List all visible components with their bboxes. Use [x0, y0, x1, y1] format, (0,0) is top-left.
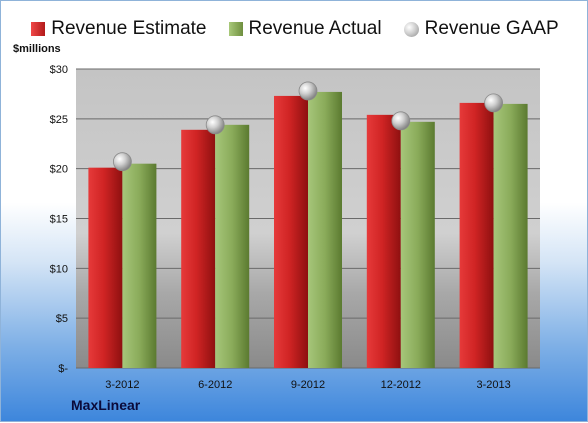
- bar-estimate: [366, 114, 401, 368]
- bar-actual: [400, 121, 435, 368]
- legend-label-actual: Revenue Actual: [248, 18, 382, 39]
- x-axis-ticks: 3-2012 6-2012 9-2012 12-2012 3-2013: [105, 379, 510, 391]
- legend-item-actual: Revenue Actual: [228, 18, 382, 40]
- y-tick-label: $-: [58, 363, 68, 375]
- y-tick-label: $30: [50, 64, 68, 76]
- bars: [88, 91, 528, 369]
- legend-label-gaap: Revenue GAAP: [424, 18, 559, 39]
- legend: Revenue Estimate Revenue Actual Revenue …: [1, 15, 588, 43]
- marker-gaap: [298, 81, 318, 101]
- y-axis-unit-label: $millions: [13, 43, 61, 55]
- y-tick-label: $5: [56, 313, 68, 325]
- y-tick-label: $20: [50, 164, 68, 176]
- legend-item-estimate: Revenue Estimate: [31, 18, 207, 40]
- marker-gaap: [484, 93, 504, 113]
- marker-gaap: [391, 111, 411, 131]
- x-tick-label: 9-2012: [291, 379, 325, 391]
- bar-actual: [493, 103, 528, 368]
- legend-swatch-gaap: [403, 21, 419, 37]
- legend-swatch-estimate: [31, 22, 46, 36]
- bar-actual: [215, 124, 250, 369]
- bar-estimate: [274, 95, 308, 368]
- bar-estimate: [181, 129, 216, 368]
- y-axis-ticks: $- $5 $10 $15 $20 $25 $30: [50, 64, 69, 375]
- gaap-markers: [113, 81, 504, 172]
- company-name: MaxLinear: [71, 397, 141, 413]
- bar-estimate: [88, 167, 123, 368]
- x-tick-label: 6-2012: [198, 379, 232, 391]
- legend-label-estimate: Revenue Estimate: [51, 18, 207, 39]
- legend-swatch-actual: [228, 22, 243, 36]
- x-tick-label: 3-2012: [105, 379, 139, 391]
- y-tick-label: $25: [50, 114, 68, 126]
- bar-actual: [122, 163, 157, 368]
- bar-estimate: [459, 102, 494, 369]
- legend-item-gaap: Revenue GAAP: [403, 18, 559, 40]
- y-tick-label: $15: [50, 214, 68, 226]
- bar-actual: [308, 91, 342, 368]
- marker-gaap: [113, 152, 132, 172]
- x-tick-label: 3-2013: [476, 379, 510, 391]
- y-tick-label: $10: [50, 263, 68, 275]
- x-tick-label: 12-2012: [381, 379, 421, 391]
- marker-gaap: [205, 115, 225, 135]
